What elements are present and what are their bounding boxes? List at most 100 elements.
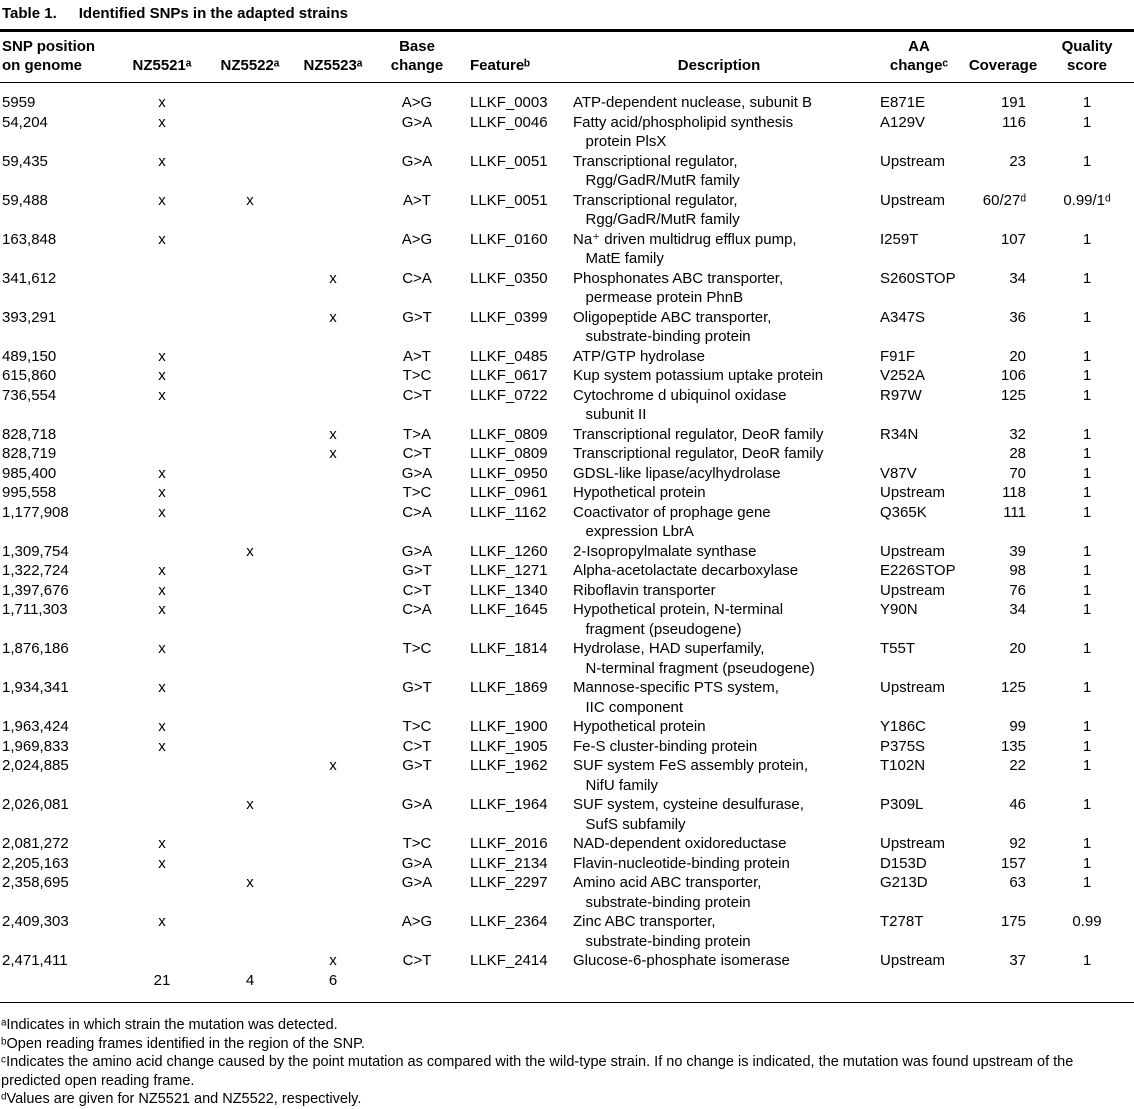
cell-feature: LLKF_1162 [470, 503, 547, 521]
table-row: 985,400 x G>A LLKF_0950 GDSL-like lipase/acy… [0, 464, 1134, 484]
cell-aa-change [872, 444, 966, 464]
cell-description: Amino acid ABC transporter, substrate-bi… [573, 874, 762, 911]
cell-feature: LLKF_1645 [470, 601, 548, 618]
cell-nz5522 [206, 483, 294, 503]
cell-feature: LLKF_2016 [470, 835, 548, 852]
header-snp-position: SNP position on genome [0, 30, 118, 83]
cell-snp-position: 2,471,411 [2, 952, 68, 969]
table-row: 995,558 x T>C LLKF_0961 Hypothetical protein… [0, 483, 1134, 503]
cell-description: Kup system potassium uptake protein [573, 367, 824, 384]
table-row: 489,150 x A>T LLKF_0485 ATP/GTP hydrolase F91… [0, 347, 1134, 367]
cell-snp-position: 5959 [2, 94, 36, 111]
cell-aa-change: P375S [880, 737, 926, 755]
cell-base-change: G>A [401, 854, 433, 872]
footnote-b: ᵇOpen reading frames identified in the r… [1, 1035, 365, 1052]
cell-quality-score: 1 [1082, 230, 1092, 248]
cell-base-change: T>C [402, 640, 432, 657]
cell-aa-change: Upstream [880, 952, 946, 969]
cell-quality-score: 1 [1082, 269, 1092, 287]
cell-aa-change: Upstream [880, 581, 946, 599]
cell-nz5523 [294, 542, 372, 562]
table-row: 736,554 x C>T LLKF_0722 Cytochrome d ubiquin… [0, 386, 1134, 425]
cell-description: Transcriptional regulator, DeoR family [573, 425, 824, 443]
cell-nz5523 [294, 581, 372, 601]
cell-nz5523 [294, 834, 372, 854]
cell-snp-position: 2,358,695 [2, 874, 69, 891]
cell-aa-change: V87V [880, 464, 917, 482]
table-caption: Identified SNPs in the adapted strains [78, 5, 348, 22]
cell-nz5523 [294, 83, 372, 113]
cell-snp-position: 2,409,303 [2, 913, 69, 930]
cell-description: Glucose-6-phosphate isomerase [573, 952, 790, 969]
cell-nz5522 [206, 386, 294, 425]
cell-nz5523 [294, 639, 372, 678]
cell-description: Transcriptional regulator, Rgg/GadR/MutR… [573, 191, 740, 229]
cell-feature: LLKF_1964 [470, 796, 548, 813]
cell-nz5521: x [158, 347, 166, 365]
cell-nz5521: x [158, 386, 166, 404]
table-row: 1,969,833 x C>T LLKF_1905 Fe-S cluster-bindi… [0, 737, 1134, 757]
cell-nz5522 [206, 444, 294, 464]
cell-quality-score: 1 [1082, 152, 1092, 170]
cell-description: Oligopeptide ABC transporter, substrate-… [573, 308, 772, 346]
cell-aa-change: R34N [880, 425, 919, 443]
cell-quality-score: 1 [1082, 542, 1092, 560]
cell-nz5522 [206, 83, 294, 113]
cell-aa-change: Q365K [880, 503, 927, 521]
header-nz5523: NZ5523ᵃ [294, 30, 372, 83]
cell-snp-position: 59,488 [2, 191, 48, 209]
cell-quality-score: 1 [1082, 679, 1092, 696]
cell-description: ATP/GTP hydrolase [573, 347, 705, 365]
cell-coverage: 20 [1009, 347, 1026, 365]
header-quality-score: Quality score [1040, 30, 1134, 83]
cell-nz5523 [294, 191, 372, 230]
cell-description: Coactivator of prophage gene expression … [573, 503, 771, 541]
cell-snp-position: 2,205,163 [2, 854, 69, 872]
cell-nz5521 [118, 795, 206, 834]
cell-coverage: 76 [1009, 581, 1026, 599]
cell-base-change: G>T [402, 308, 432, 326]
cell-feature: LLKF_1271 [470, 562, 548, 579]
cell-base-change: T>C [402, 718, 432, 735]
cell-base-change: C>T [402, 737, 432, 755]
cell-description: 2-Isopropylmalate synthase [573, 542, 757, 560]
cell-description: Transcriptional regulator, Rgg/GadR/MutR… [573, 152, 740, 190]
cell-description: Transcriptional regulator, DeoR family [573, 445, 824, 462]
cell-base-change: C>A [402, 503, 432, 521]
cell-coverage: 23 [1009, 152, 1026, 170]
cell-quality-score: 1 [1082, 874, 1092, 891]
cell-base-change: T>C [402, 367, 432, 384]
cell-nz5523: x [329, 445, 337, 462]
cell-feature [462, 971, 566, 1003]
cell-feature: LLKF_1962 [470, 757, 548, 774]
cell-nz5521: x [158, 464, 166, 482]
cell-snp-position: 2,024,885 [2, 757, 69, 774]
cell-aa-change: Y186C [880, 718, 926, 735]
cell-nz5522 [206, 639, 294, 678]
table-row: 1,177,908 x C>A LLKF_1162 Coactivator of pro… [0, 503, 1134, 542]
cell-description: Flavin-nucleotide-binding protein [573, 854, 790, 872]
cell-base-change: T>C [402, 835, 432, 852]
header-coverage: Coverage [966, 30, 1040, 83]
totals-row: 21 4 6 [0, 971, 1134, 1003]
cell-aa-change: Upstream [880, 191, 946, 209]
cell-feature: LLKF_0003 [470, 94, 548, 111]
cell-coverage: 157 [1000, 854, 1026, 872]
cell-quality-score: 1 [1082, 484, 1092, 501]
cell-nz5521 [118, 873, 206, 912]
cell-feature: LLKF_0950 [470, 464, 548, 482]
cell-nz5522 [206, 678, 294, 717]
cell-nz5521: x [158, 562, 166, 579]
table-row: 341,612 x C>A LLKF_0350 Phosphonates ABC tra… [0, 269, 1134, 308]
cell-nz5523: x [329, 425, 337, 443]
cell-coverage: 60/27ᵈ [982, 191, 1026, 209]
cell-quality-score: 1 [1082, 113, 1092, 131]
cell-quality-score: 1 [1082, 386, 1092, 404]
cell-snp-position: 828,719 [2, 445, 57, 462]
cell-coverage: 118 [1002, 484, 1026, 501]
cell-base-change: C>A [402, 269, 432, 287]
cell-nz5522 [206, 152, 294, 191]
cell-nz5523 [294, 464, 372, 484]
cell-quality-score: 1 [1082, 952, 1092, 969]
cell-quality-score: 1 [1082, 601, 1092, 618]
